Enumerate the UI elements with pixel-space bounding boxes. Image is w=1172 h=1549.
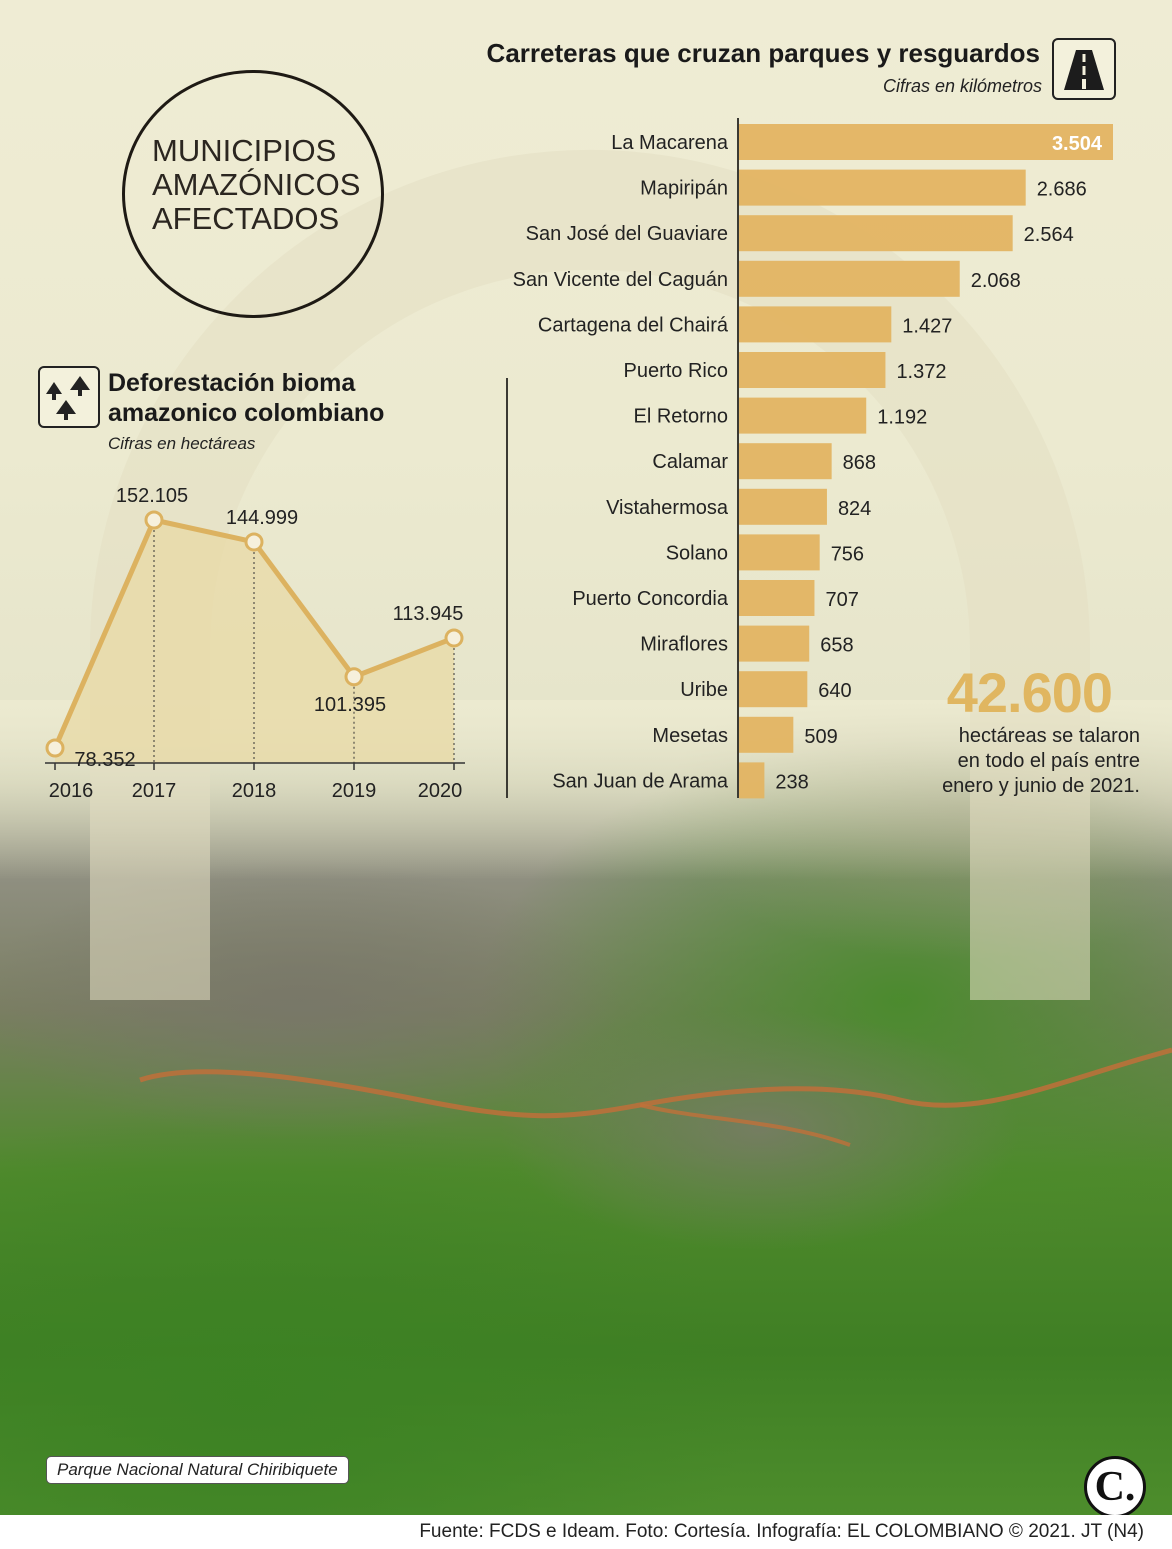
highlight-text: hectáreas se talaron en todo el país ent… [880,724,1140,799]
data-point [144,510,164,530]
x-tick-label: 2018 [232,780,277,802]
x-tick-label: 2017 [132,780,177,802]
bar [739,215,1013,252]
highlight-number: 42.600 [946,661,1113,724]
line-chart-subtitle: Cifras en hectáreas [108,434,256,453]
bar-chart-title: Carreteras que cruzan parques y resguard… [486,38,1040,68]
value-label: 1.372 [896,361,946,383]
category-label: Miraflores [640,634,728,656]
category-label: Solano [666,542,728,564]
main-title-line-3: AFECTADOS [152,201,340,236]
value-label: 756 [831,543,864,565]
category-label: San José del Guaviare [526,223,728,245]
x-tick-label: 2016 [49,780,94,802]
category-label: San Vicente del Caguán [513,269,728,291]
category-label: La Macarena [611,132,729,154]
data-label: 144.999 [226,507,298,529]
data-label: 78.352 [74,749,135,771]
line-chart-title-line-2: amazonico colombiano [108,399,385,427]
data-label: 152.105 [116,485,188,507]
value-label: 2.686 [1037,179,1087,201]
data-point [45,738,65,758]
bar [739,534,820,571]
x-tick-label: 2020 [418,780,463,802]
bar [739,443,832,480]
value-label: 509 [804,726,837,748]
bar [739,625,810,662]
road-in-photo [139,1047,1172,1147]
title-circle [122,70,384,318]
value-label: 2.564 [1024,224,1074,246]
photo-caption: Parque Nacional Natural Chiribiquete [46,1456,349,1484]
data-point [244,532,264,552]
bar [739,580,815,616]
x-tick-label: 2019 [332,780,377,802]
category-label: Uribe [680,679,728,701]
value-label: 2.068 [971,270,1021,292]
bar [739,762,765,799]
roads-bar-chart: La Macarena 3.504 Mapiripán 2.686 San José d… [513,118,1113,799]
bar-chart-subtitle: Cifras en kilómetros [882,76,1042,96]
value-label: 824 [838,498,871,520]
highlight-line-3: enero y junio de 2021. [942,775,1140,797]
deforestation-icon [38,366,100,428]
highlight-line-1: hectáreas se talaron [958,725,1140,747]
value-label: 640 [818,680,851,702]
value-label: 868 [843,452,876,474]
section-divider [506,378,508,798]
data-point [344,667,364,687]
el-colombiano-logo: C. [1084,1456,1146,1518]
category-label: Cartagena del Chairá [538,314,729,336]
source-credit: Fuente: FCDS e Ideam. Foto: Cortesía. In… [419,1521,1144,1542]
bar [739,260,960,297]
value-label: 1.427 [902,315,952,337]
main-title: MUNICIPIOS AMAZÓNICOS AFECTADOS [152,134,360,236]
category-label: Puerto Rico [624,360,729,382]
data-point [444,628,464,648]
bar [739,169,1026,206]
highlight-line-2: en todo el país entre [957,750,1140,772]
watermark-logo [0,0,1172,1000]
category-label: Mesetas [652,725,728,747]
main-title-line-1: MUNICIPIOS [152,133,337,168]
road-icon [1052,38,1116,100]
category-label: Calamar [652,451,728,473]
category-label: San Juan de Arama [552,770,729,792]
data-label: 113.945 [393,603,464,625]
bar [739,488,827,525]
footer-bar: Fuente: FCDS e Ideam. Foto: Cortesía. In… [0,1515,1172,1549]
bar [739,716,794,753]
category-label: Vistahermosa [606,497,729,519]
category-label: Mapiripán [640,178,728,200]
bar [739,352,886,388]
deforestation-area-chart: 78.352 152.105 144.999 101.395 113.945 2016 20… [45,485,465,802]
bar [739,671,808,708]
value-label: 238 [775,771,808,793]
bar [739,397,867,434]
main-title-line-2: AMAZÓNICOS [152,167,361,202]
category-label: El Retorno [634,406,729,428]
data-label: 101.395 [314,694,386,716]
bar [739,306,892,343]
value-label: 1.192 [877,407,927,429]
line-chart-title: Deforestación bioma amazonico colombiano [108,368,384,428]
value-label: 707 [825,589,858,611]
category-label: Puerto Concordia [572,588,729,610]
value-label: 658 [820,635,853,657]
value-label: 3.504 [1052,133,1103,155]
bar [739,124,1113,160]
line-chart-title-line-1: Deforestación bioma [108,369,356,397]
